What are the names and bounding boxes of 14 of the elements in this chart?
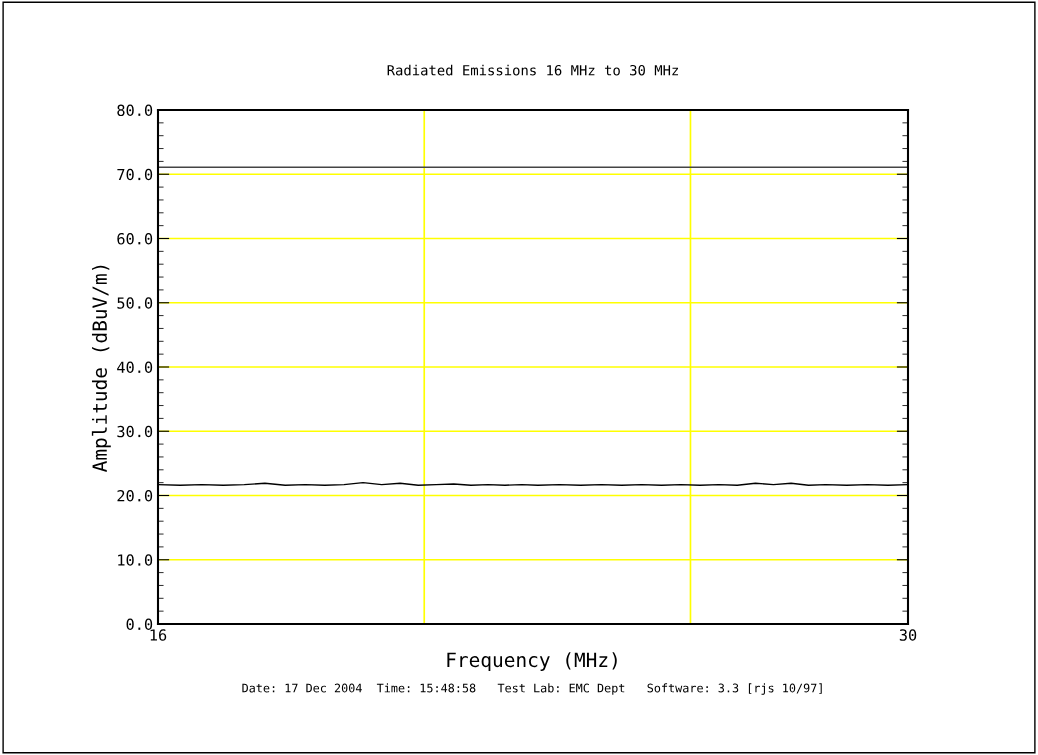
- y-tick-label: 80.0: [117, 104, 153, 117]
- y-tick-label: 10.0: [118, 554, 153, 566]
- x-axis-title: Frequency (MHz): [447, 652, 617, 671]
- text: Date: 17 Dec 2004 Time: 15:48:58 Test Lab: EMC Dept Software: 3.3 [rjs 10/97]: [242, 683, 822, 695]
- y-tick-label: 60.0: [117, 233, 153, 245]
- y-tick-label: 40.0: [117, 361, 153, 374]
- x-tick-label: 16: [150, 629, 167, 641]
- x-tick-label: 30: [899, 629, 917, 641]
- y-tick-label: 20.0: [117, 490, 153, 502]
- y-tick-label: 70.0: [117, 168, 153, 181]
- y-tick-label: 50.0: [117, 297, 153, 309]
- y-axis-title: Amplitude (dBuV/m): [91, 265, 111, 472]
- y-tick-label: 30.0: [117, 425, 153, 438]
- chart-title: Radiated Emissions 16 MHz to 30 MHz: [387, 64, 679, 76]
